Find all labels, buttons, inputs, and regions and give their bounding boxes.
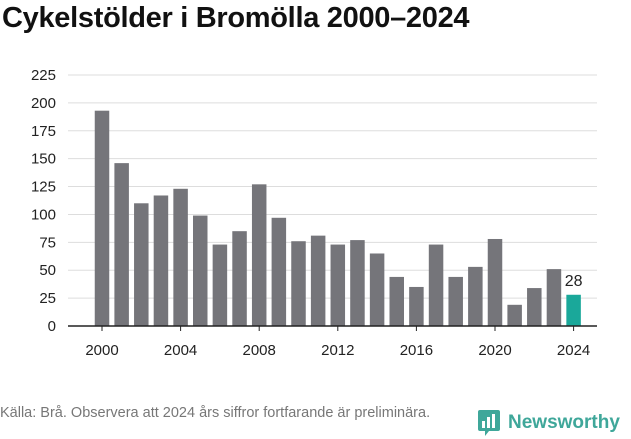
y-tick-label: 75 [39, 234, 56, 251]
y-tick-label: 0 [48, 318, 56, 335]
bar-2004 [173, 188, 188, 326]
x-tick-label: 2024 [557, 342, 590, 359]
y-tick-label: 25 [39, 290, 56, 307]
bar-2014 [369, 253, 385, 326]
chart-title: Cykelstölder i Bromölla 2000–2024 [2, 2, 470, 34]
newsworthy-icon [478, 410, 500, 436]
y-tick-label: 200 [31, 95, 56, 112]
y-tick-label: 50 [39, 262, 56, 279]
bar-2006 [212, 244, 228, 326]
y-tick-label: 100 [31, 206, 56, 223]
bar-2000 [94, 110, 110, 326]
data-label-2024: 28 [565, 273, 583, 290]
y-tick-label: 150 [31, 151, 56, 168]
bar-2018 [448, 276, 463, 326]
bar-2001 [114, 163, 129, 326]
bar-2022 [527, 288, 542, 326]
x-tick-label: 2008 [243, 342, 276, 359]
bar-2024 [566, 294, 581, 326]
bar-2002 [134, 203, 149, 326]
bar-2008 [251, 184, 267, 326]
bar-2017 [428, 244, 444, 326]
x-tick-label: 2020 [478, 342, 511, 359]
y-tick-label: 225 [31, 67, 56, 84]
bar-2015 [389, 276, 404, 326]
bar-2023 [546, 269, 562, 326]
bar-2005 [193, 215, 208, 326]
x-tick-label: 2016 [400, 342, 433, 359]
x-tick-label: 2004 [164, 342, 197, 359]
y-axis-ticks: 0 25 50 75 100 125 150 175 200 225 [31, 67, 56, 335]
bar-2009 [271, 217, 287, 326]
source-note: Källa: Brå. Observera att 2024 års siffr… [0, 405, 431, 421]
x-tick-label: 2012 [321, 342, 354, 359]
bar-2003 [153, 195, 169, 326]
bar-2016 [409, 286, 424, 326]
y-tick-label: 125 [31, 179, 56, 196]
bar-2012 [330, 244, 346, 326]
bar-2021 [507, 304, 522, 326]
y-tick-label: 175 [31, 123, 56, 140]
brand-name: Newsworthy [508, 412, 620, 433]
newsworthy-logo[interactable]: Newsworthy [476, 408, 620, 438]
x-tick-label: 2000 [85, 342, 118, 359]
bar-2019 [468, 266, 483, 326]
x-axis-ticks: 2000 2004 2008 2012 2016 2020 2024 [85, 326, 590, 359]
bar-2007 [232, 231, 247, 326]
bar-2010 [291, 241, 306, 326]
bars [94, 110, 581, 326]
data-labels: 28 [565, 273, 583, 290]
bar-2011 [310, 235, 326, 326]
bar-2013 [350, 240, 365, 326]
bar-2020 [487, 238, 503, 326]
